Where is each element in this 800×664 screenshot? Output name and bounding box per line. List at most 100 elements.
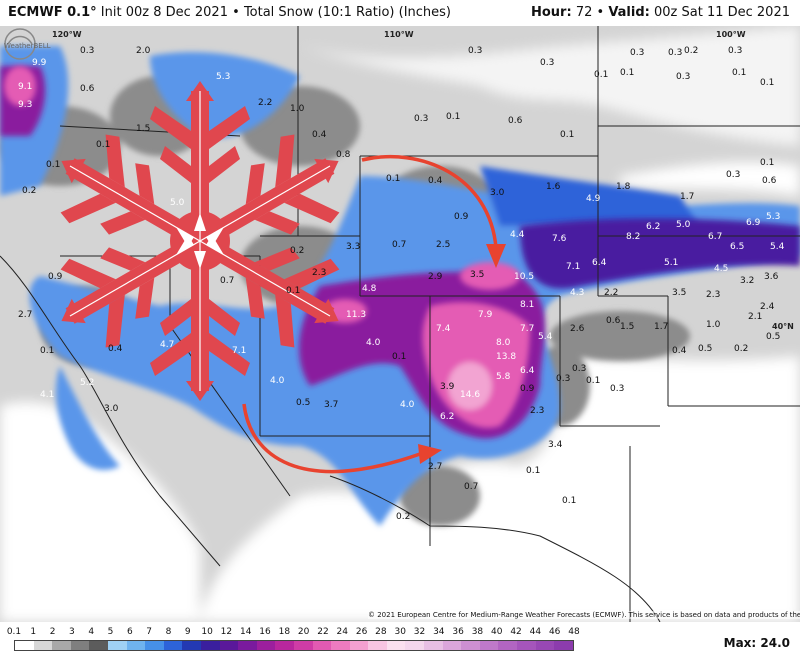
snow-value-label: 0.3 — [556, 374, 571, 384]
snow-value-label: 4.4 — [510, 230, 525, 240]
snow-value-label: 0.1 — [46, 160, 61, 170]
legend-tick: 8 — [165, 627, 172, 637]
legend-tick: 34 — [433, 627, 445, 637]
snow-value-label: 0.2 — [684, 46, 699, 56]
color-legend: 0.1 1 2 3 4 5 6 7 8 9 10 12 14 16 18 20 22 24 26 28 30 32 34 36… — [0, 622, 800, 664]
snow-value-label: 3.0 — [490, 188, 505, 198]
snow-value-label: 10.5 — [514, 272, 535, 282]
snow-value-label: 4.8 — [362, 284, 377, 294]
snow-value-label: 3.7 — [324, 400, 339, 410]
snow-value-label: 0.3 — [630, 48, 645, 58]
legend-tick: 9 — [184, 627, 191, 637]
snow-value-label: 9.3 — [18, 100, 33, 110]
snow-value-label: 3.5 — [470, 270, 485, 280]
snow-value-label: 0.4 — [672, 346, 687, 356]
snow-value-label: 0.1 — [760, 158, 775, 168]
snow-value-label: 0.1 — [96, 140, 111, 150]
legend-swatch — [442, 641, 462, 650]
logo-text: WeatherBELL — [4, 42, 51, 50]
snow-value-label: 5.4 — [770, 242, 785, 252]
snow-value-label: 0.1 — [446, 112, 461, 122]
snow-value-label: 2.5 — [436, 240, 451, 250]
legend-tick: 26 — [355, 627, 368, 637]
legend-swatch — [182, 641, 201, 650]
legend-swatch — [70, 641, 90, 650]
snow-value-label: 11.3 — [346, 310, 367, 320]
weatherbell-logo-icon: WeatherBELL — [4, 28, 51, 60]
legend-tick: 2 — [49, 627, 56, 637]
legend-tick: 22 — [317, 627, 329, 637]
lon-label-100: 100°W — [716, 30, 746, 39]
legend-tick: 48 — [568, 627, 580, 637]
snow-value-label: 1.0 — [706, 320, 721, 330]
snow-value-label: 0.3 — [728, 46, 743, 56]
legend-swatch — [33, 641, 53, 650]
snowflake-icon — [36, 81, 364, 401]
snow-value-label: 0.1 — [620, 68, 635, 78]
hour-label: Hour: — [530, 5, 572, 20]
snow-value-label: 5.8 — [496, 372, 511, 382]
legend-swatch — [52, 641, 71, 650]
snowfall-map: 120°W 110°W 100°W 40°N 9.9 0.3 0.6 9.1 9.3 2.… — [0, 26, 800, 622]
snow-value-label: 0.2 — [290, 246, 305, 256]
legend-tick: 7 — [146, 627, 153, 637]
snow-value-label: 4.0 — [270, 376, 285, 386]
snow-value-label: 0.8 — [336, 150, 351, 160]
snow-value-label: 7.1 — [566, 262, 581, 272]
legend-swatch — [386, 641, 406, 650]
snow-value-label: 1.8 — [616, 182, 631, 192]
snow-value-label: 5.1 — [664, 258, 679, 268]
header-bullet-2: • — [596, 5, 605, 20]
snow-value-label: 6.2 — [646, 222, 661, 232]
legend-swatch — [163, 641, 183, 650]
valid-value: 00z Sat 11 Dec 2021 — [654, 5, 790, 20]
hour-value: 72 — [575, 5, 593, 20]
snow-value-label: 0.6 — [508, 116, 523, 126]
snow-value-label: 3.3 — [346, 242, 361, 252]
legend-swatch — [517, 641, 536, 650]
legend-swatch — [293, 641, 313, 650]
snow-value-label: 0.1 — [40, 346, 55, 356]
snow-value-label: 0.3 — [468, 46, 483, 56]
snow-value-label: 14.6 — [460, 390, 481, 400]
snow-value-label: 0.3 — [726, 170, 741, 180]
snow-value-label: 0.1 — [586, 376, 601, 386]
snow-value-label: 8.0 — [496, 338, 511, 348]
legend-swatch — [424, 641, 443, 650]
max-value: Max: 24.0 — [724, 636, 790, 650]
snow-value-label: 5.0 — [170, 198, 185, 208]
legend-tick: 42 — [510, 627, 522, 637]
max-number: 24.0 — [760, 636, 790, 650]
snow-value-label: 0.2 — [396, 512, 411, 522]
snow-value-label: 8.1 — [520, 300, 535, 310]
snow-value-label: 0.1 — [562, 496, 577, 506]
snow-value-label: 8.2 — [626, 232, 641, 242]
snow-value-label: 0.4 — [312, 130, 327, 140]
legend-tick: 24 — [336, 627, 348, 637]
snow-value-label: 1.5 — [136, 124, 151, 134]
snow-value-label: 2.7 — [18, 310, 33, 320]
snow-value-label: 0.7 — [220, 276, 235, 286]
init-time: Init 00z 8 Dec 2021 — [100, 5, 228, 20]
snow-value-label: 4.0 — [366, 338, 381, 348]
map-shading — [0, 26, 800, 622]
snow-value-label: 2.4 — [760, 302, 775, 312]
snow-value-label: 0.3 — [80, 46, 95, 56]
snow-value-label: 0.3 — [572, 364, 587, 374]
legend-tick: 32 — [413, 627, 426, 637]
snow-value-label: 1.0 — [290, 104, 305, 114]
snow-value-label: 0.5 — [296, 398, 311, 408]
snow-value-label: 2.2 — [604, 288, 619, 298]
snow-value-label: 0.6 — [606, 316, 621, 326]
legend-swatch — [331, 641, 350, 650]
legend-tick: 14 — [239, 627, 252, 637]
snow-value-label: 5.3 — [216, 72, 231, 82]
snow-value-label: 3.2 — [740, 276, 755, 286]
storm-arrows — [242, 154, 498, 474]
legend-ticks: 0.1 1 2 3 4 5 6 7 8 9 10 12 14 16 18 20 22 24 26 28 30 32 34 36… — [7, 627, 580, 639]
arrow-heads — [418, 244, 506, 464]
snow-value-label: 0.2 — [734, 344, 749, 354]
legend-tick: 44 — [529, 627, 542, 637]
snow-value-label: 0.3 — [676, 72, 691, 82]
legend-tick: 30 — [394, 627, 406, 637]
